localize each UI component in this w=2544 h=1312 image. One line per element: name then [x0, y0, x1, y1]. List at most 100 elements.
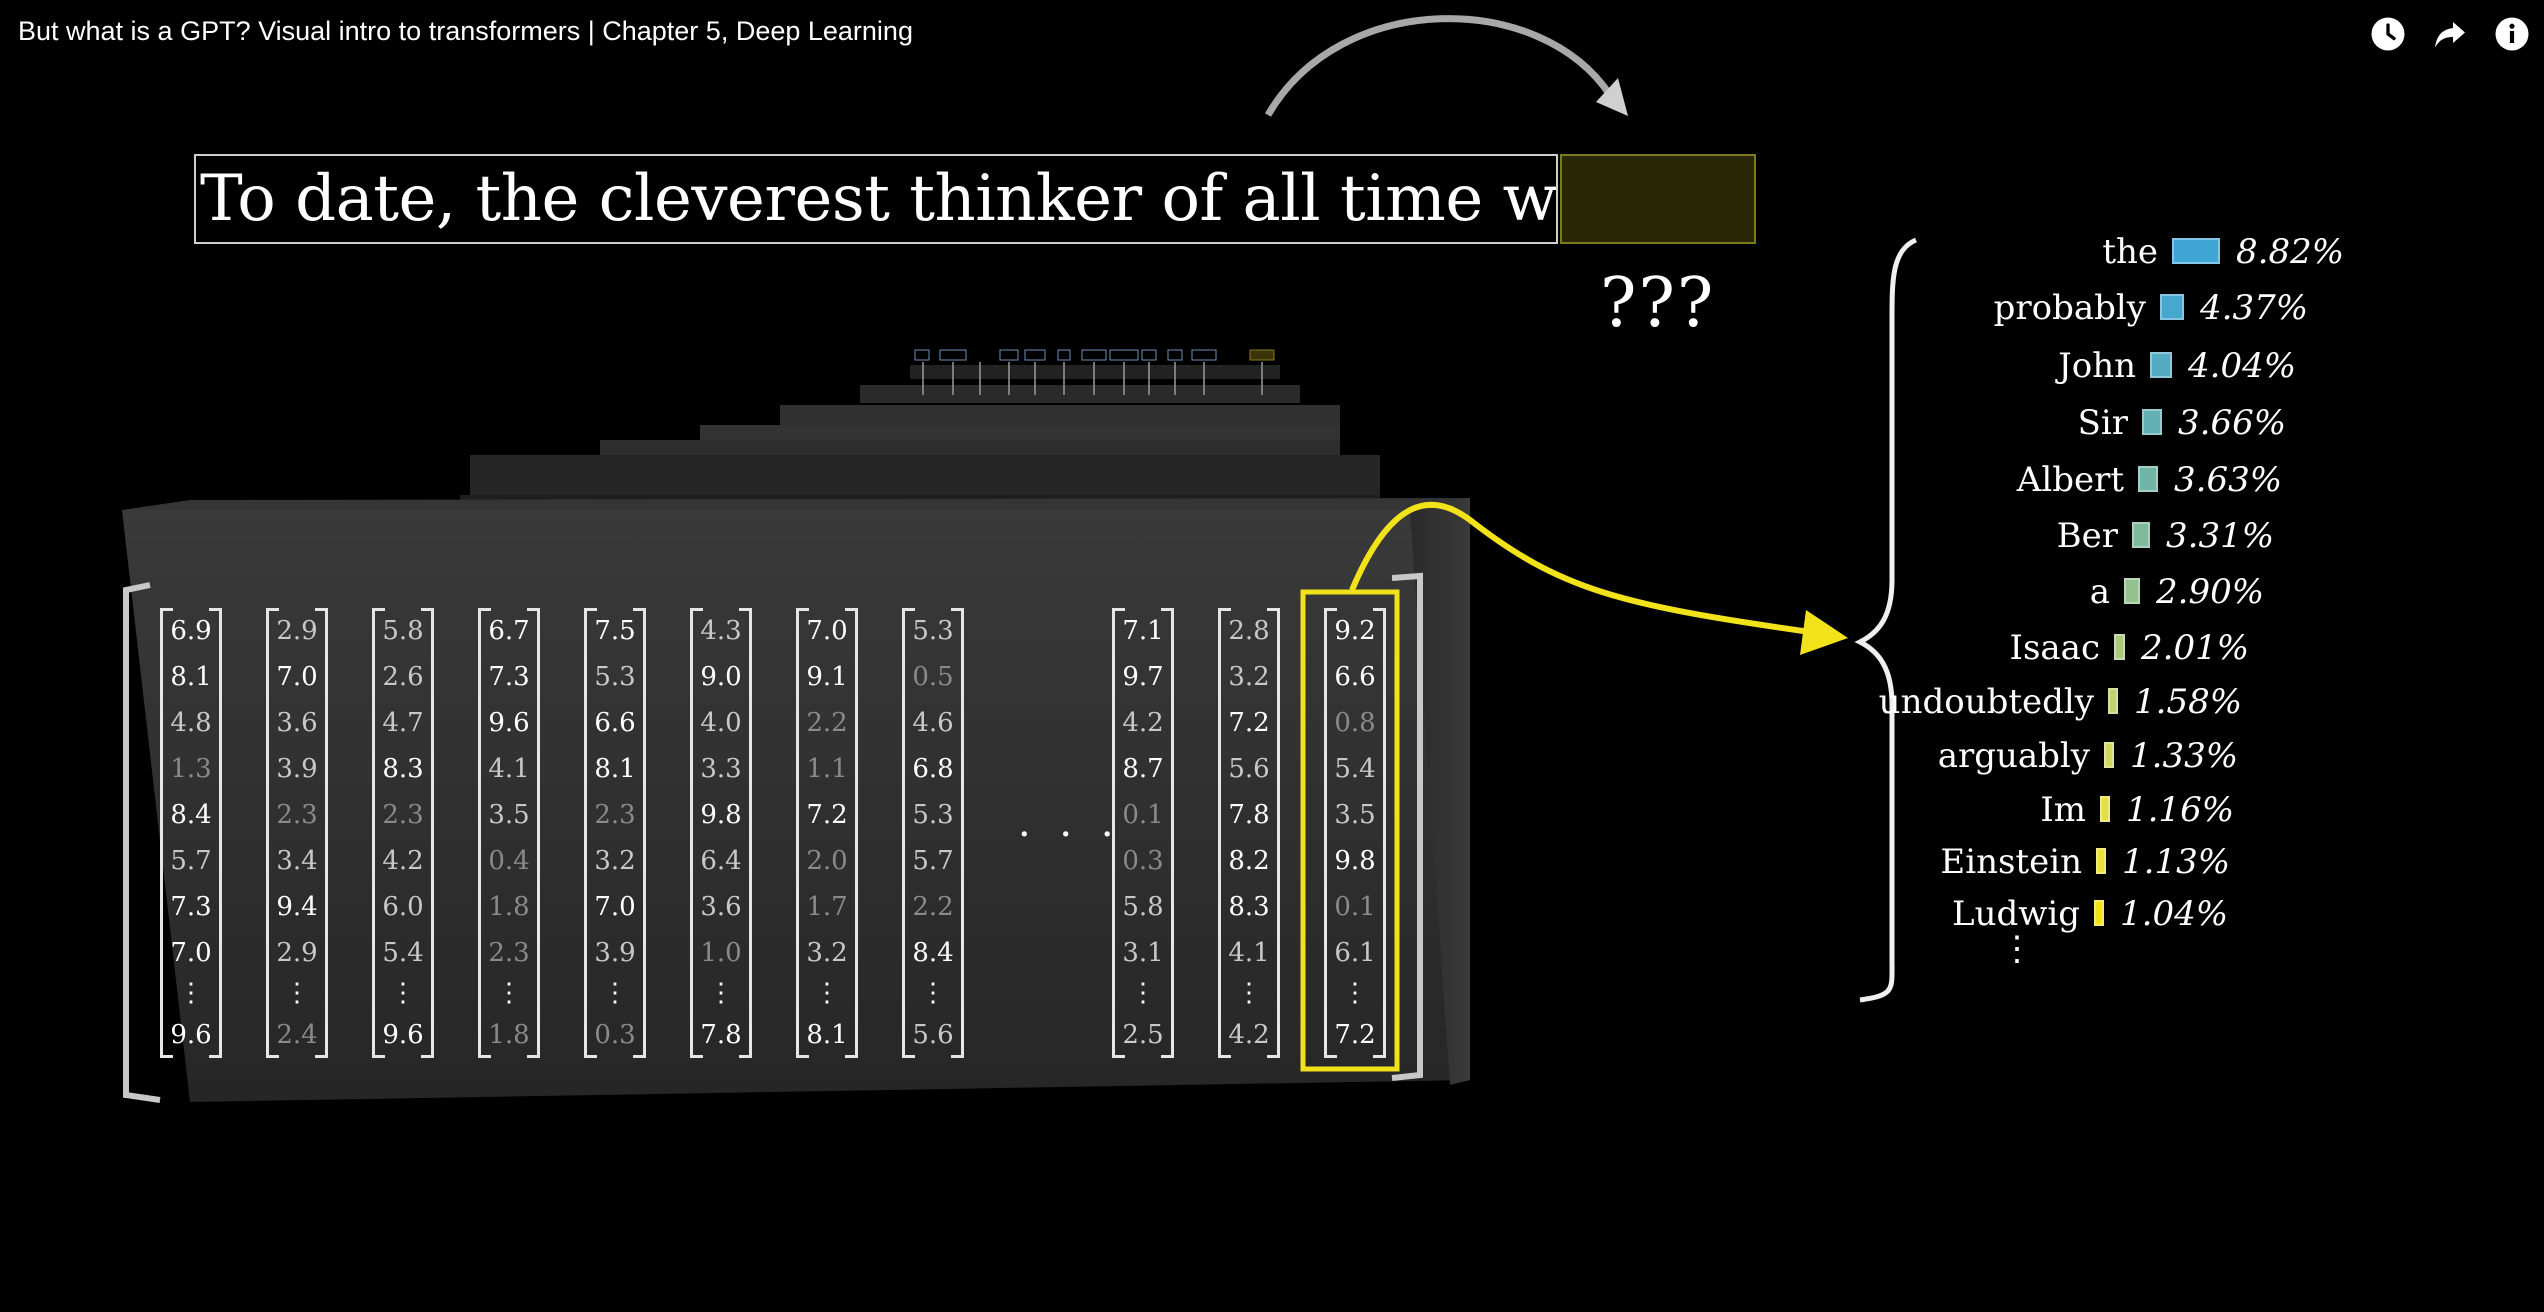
vector-value: 9.6: [382, 1019, 424, 1050]
prediction-percent: 1.04%: [2120, 894, 2229, 934]
vector-value: 4.6: [912, 708, 954, 739]
clock-icon[interactable]: [2370, 16, 2406, 52]
vector-value: 5.4: [1334, 754, 1376, 785]
prediction-word: the: [2102, 232, 2158, 272]
vector-value: 4.2: [1228, 1019, 1270, 1050]
vector-value: 5.4: [382, 938, 424, 969]
prediction-percent: 4.37%: [2200, 288, 2309, 328]
vector-ellipsis: ⋮: [284, 978, 310, 1009]
prediction-word: probably: [1993, 288, 2146, 328]
prediction-percent: 1.58%: [2134, 682, 2243, 722]
vector-value: 5.8: [382, 616, 424, 646]
prediction-percent: 4.04%: [2188, 346, 2297, 386]
vector-matrix: 6.9 8.1 4.8 1.3 8.4 5.7 7.3 7.0 ⋮ 9.6 2.9 7.0 3.6 3.9…: [120, 590, 1420, 1110]
vector-value: 2.3: [382, 800, 424, 831]
prediction-word: Albert: [2016, 460, 2124, 500]
prediction-row: Einstein 1.13%: [1820, 842, 2420, 882]
prediction-percent: 2.90%: [2156, 572, 2265, 612]
vector-value: 2.3: [594, 800, 636, 831]
vector-value: 1.8: [488, 892, 530, 923]
vector-value: 2.9: [276, 938, 318, 969]
vector-value: 8.4: [912, 938, 954, 969]
vector-value: 8.1: [806, 1019, 848, 1050]
next-token-box: [1560, 154, 1756, 244]
probability-bar: [2094, 900, 2104, 926]
prediction-row: Isaac 2.01%: [1820, 628, 2420, 668]
probability-bar: [2104, 742, 2114, 768]
vector-value: 5.3: [912, 800, 954, 831]
vector-value: 7.8: [700, 1019, 742, 1050]
prediction-percent: 2.01%: [2141, 628, 2250, 668]
vector-value: 6.6: [594, 708, 636, 739]
prediction-percent: 3.66%: [2178, 403, 2287, 443]
vector-value: 5.3: [912, 616, 954, 646]
vector-value: 9.0: [700, 662, 742, 693]
vector-value: 3.6: [276, 708, 318, 739]
vector-value: 7.8: [1228, 800, 1270, 831]
prediction-percent: 1.13%: [2122, 842, 2231, 882]
vector-value: 0.1: [1334, 892, 1376, 923]
vector-value: 3.3: [700, 754, 742, 785]
vector-value: 7.0: [170, 938, 212, 969]
vector-value: 9.7: [1122, 662, 1164, 693]
prediction-row: probably 4.37%: [1820, 288, 2420, 328]
prediction-row: undoubtedly 1.58%: [1820, 682, 2420, 722]
embedding-vector-10: 2.8 3.2 7.2 5.6 7.8 8.2 8.3 4.1 ⋮ 4.2: [1218, 608, 1280, 1058]
probability-bar: [2138, 466, 2158, 492]
vector-value: 1.1: [806, 754, 848, 785]
prediction-row: the 8.82%: [1820, 232, 2420, 272]
embedding-vector-9: 7.1 9.7 4.2 8.7 0.1 0.3 5.8 3.1 ⋮ 2.5: [1112, 608, 1174, 1058]
prediction-row: Ber 3.31%: [1820, 516, 2420, 556]
yellow-arrow: [1349, 501, 1848, 655]
vector-value: 4.2: [1122, 708, 1164, 739]
vector-value: 8.3: [382, 754, 424, 785]
prediction-row: arguably 1.33%: [1820, 736, 2420, 776]
vector-value: 6.4: [700, 846, 742, 877]
vector-ellipsis: ⋮: [602, 978, 628, 1009]
prediction-word: Ber: [2056, 516, 2118, 556]
vector-value: 5.6: [1228, 754, 1270, 785]
prediction-row: John 4.04%: [1820, 346, 2420, 386]
video-title: But what is a GPT? Visual intro to trans…: [18, 16, 913, 46]
vector-value: 9.8: [700, 800, 742, 831]
vector-ellipsis: ⋮: [1236, 978, 1262, 1009]
vector-value: 4.0: [700, 708, 742, 739]
prediction-percent: 3.31%: [2166, 516, 2275, 556]
vector-value: 4.1: [1228, 938, 1270, 969]
probability-bar: [2142, 409, 2162, 435]
info-icon[interactable]: [2494, 16, 2530, 52]
vector-value: 3.2: [1228, 662, 1270, 693]
vector-value: 3.1: [1122, 938, 1164, 969]
vector-value: 4.8: [170, 708, 212, 739]
vector-value: 6.8: [912, 754, 954, 785]
vector-value: 0.3: [594, 1019, 636, 1050]
vector-ellipsis: ⋮: [496, 978, 522, 1009]
vector-value: 8.7: [1122, 754, 1164, 785]
curved-arrow-gray: [1264, 15, 1628, 117]
vector-value: 2.6: [382, 662, 424, 693]
vector-value: 1.8: [488, 1019, 530, 1050]
vector-ellipsis: ⋮: [178, 978, 204, 1009]
vector-value: 3.9: [594, 938, 636, 969]
vector-value: 4.3: [700, 616, 742, 646]
vector-value: 0.8: [1334, 708, 1376, 739]
vector-value: 2.9: [276, 616, 318, 646]
vector-ellipsis: ⋮: [390, 978, 416, 1009]
vector-value: 3.9: [276, 754, 318, 785]
prediction-row: Im 1.16%: [1820, 790, 2420, 830]
vector-value: 6.0: [382, 892, 424, 923]
prediction-word: John: [2058, 346, 2136, 386]
vector-value: 2.8: [1228, 616, 1270, 646]
vector-value: 7.3: [170, 892, 212, 923]
vector-value: 0.3: [1122, 846, 1164, 877]
sentence-text: To date, the cleverest thinker of all ti…: [200, 162, 1558, 236]
prediction-percent: 1.16%: [2126, 790, 2235, 830]
vector-value: 8.1: [170, 662, 212, 693]
share-arrow-icon[interactable]: [2432, 16, 2468, 52]
vector-value: 1.7: [806, 892, 848, 923]
vector-value: 4.7: [382, 708, 424, 739]
vector-value: 9.6: [488, 708, 530, 739]
sentence-box: To date, the cleverest thinker of all ti…: [194, 154, 1558, 244]
vector-value: 1.3: [170, 754, 212, 785]
